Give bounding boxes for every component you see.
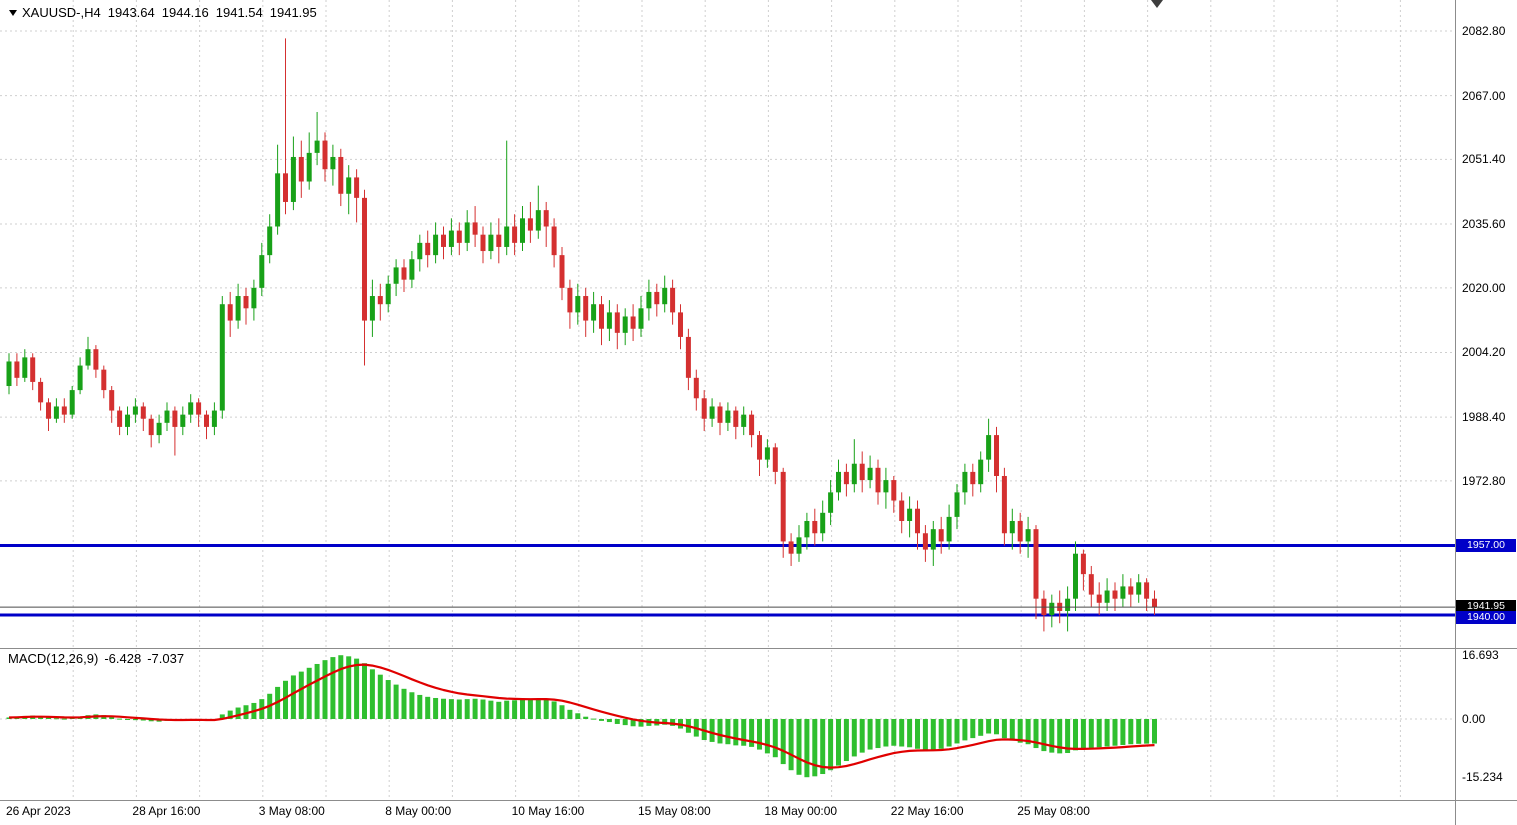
- macd-axis-label: -15.234: [1462, 770, 1503, 785]
- time-axis[interactable]: 26 Apr 2023 28 Apr 16:00 3 May 08:00 8 May …: [0, 800, 1455, 825]
- ohlc-close: 1941.95: [269, 5, 317, 20]
- price-axis-label: 2020.00: [1462, 280, 1506, 295]
- time-axis-label: 28 Apr 16:00: [132, 804, 201, 818]
- time-axis-label: 10 May 16:00: [511, 804, 585, 818]
- time-axis-label: 18 May 00:00: [764, 804, 838, 818]
- price-axis-label: 2004.20: [1462, 345, 1506, 360]
- price-axis-label: 2051.40: [1462, 152, 1506, 167]
- symbol-timeframe-label: XAUUSD-,H4: [22, 5, 101, 20]
- macd-main-value: -6.428: [104, 651, 142, 666]
- bid-price-tag: 1941.95: [1456, 600, 1516, 613]
- ohlc-low: 1941.54: [215, 5, 263, 20]
- support-price-tag: 1940.00: [1456, 611, 1516, 624]
- time-axis-label: 8 May 00:00: [385, 804, 452, 818]
- macd-axis-label: 16.693: [1462, 648, 1499, 663]
- time-axis-label: 26 Apr 2023: [6, 804, 71, 818]
- macd-name: MACD(12,26,9): [8, 651, 99, 666]
- chart-title: XAUUSD-,H4 1943.64 1944.16 1941.54 1941.95: [22, 5, 324, 20]
- price-axis-label: 1972.80: [1462, 473, 1506, 488]
- time-axis-label: 15 May 08:00: [638, 804, 711, 818]
- time-axis-label: 22 May 16:00: [890, 804, 964, 818]
- time-axis-label: 25 May 08:00: [1017, 804, 1090, 818]
- macd-axis-label: 0.00: [1462, 712, 1486, 726]
- price-axis-label: 1988.40: [1462, 410, 1506, 425]
- price-axis-label: 2082.80: [1462, 24, 1506, 38]
- resistance-price-tag: 1957.00: [1456, 539, 1516, 552]
- time-axis-label: 3 May 08:00: [258, 804, 325, 818]
- ohlc-open: 1943.64: [107, 5, 155, 20]
- symbol-dropdown-icon[interactable]: [9, 10, 17, 16]
- price-axis[interactable]: 1957.00 1941.95 1940.00 2082.80 2067.00 20…: [1455, 0, 1517, 800]
- price-axis-label: 2035.60: [1462, 217, 1506, 232]
- chart-shift-marker[interactable]: [1151, 0, 1163, 8]
- price-axis-label: 2067.00: [1462, 88, 1506, 103]
- ohlc-high: 1944.16: [161, 5, 209, 20]
- macd-signal-value: -7.037: [147, 651, 185, 666]
- macd-indicator-label: MACD(12,26,9) -6.428 -7.037: [8, 651, 190, 666]
